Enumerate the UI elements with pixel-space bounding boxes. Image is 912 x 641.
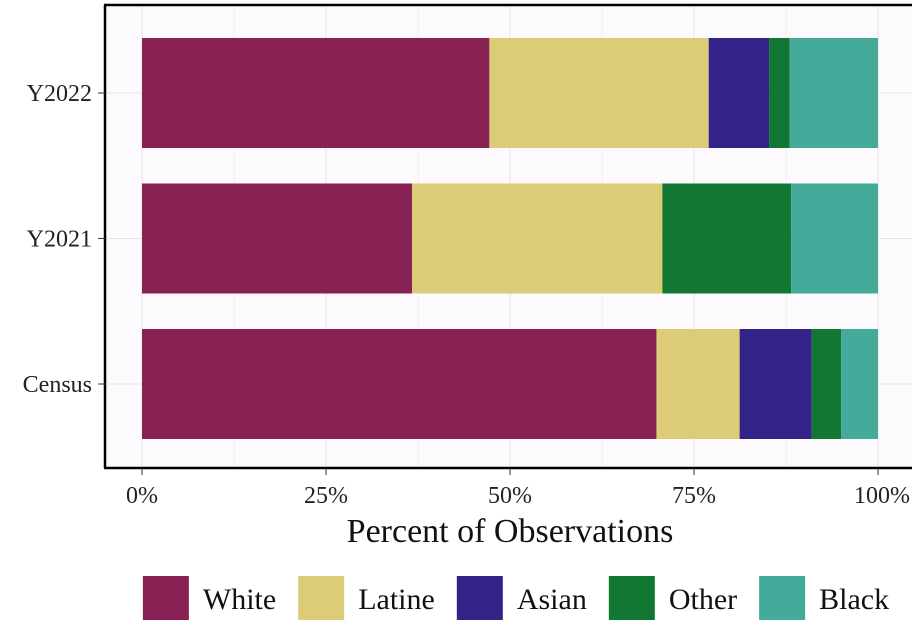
bar-white-y2021	[142, 183, 413, 294]
x-tick-label: 50%	[488, 483, 532, 509]
bar-black-census	[841, 329, 878, 439]
y-tick-labels: Y2022 Y2021 Census	[23, 81, 105, 398]
legend-swatch	[298, 576, 345, 620]
legend-swatch	[759, 576, 806, 620]
bar-latine-y2021	[412, 183, 663, 294]
legend: White Latine Asian Other Black	[142, 576, 889, 620]
x-tick-label: 25%	[304, 483, 348, 509]
x-tick-label: 100%	[854, 483, 910, 509]
legend-swatch	[142, 576, 189, 620]
bar-black-y2022	[789, 38, 878, 148]
bar-black-y2021	[791, 183, 878, 294]
legend-item-other: Other	[608, 576, 737, 620]
bars	[142, 38, 878, 439]
legend-swatch	[608, 576, 655, 620]
bar-latine-y2022	[489, 38, 709, 148]
legend-label: Asian	[517, 583, 587, 616]
y-tick-label: Y2021	[27, 227, 92, 253]
x-tick-labels: 0% 25% 50% 75% 100%	[126, 468, 910, 509]
x-axis-title: Percent of Observations	[347, 513, 674, 550]
legend-label: Black	[819, 583, 889, 616]
bar-asian-y2022	[708, 38, 770, 148]
legend-item-asian: Asian	[456, 576, 587, 620]
bar-other-census	[811, 329, 842, 439]
legend-item-latine: Latine	[298, 576, 435, 620]
bar-white-census	[142, 329, 657, 439]
x-tick-label: 0%	[126, 483, 158, 509]
legend-label: Latine	[358, 583, 435, 616]
legend-item-black: Black	[759, 576, 889, 620]
legend-swatch	[456, 576, 503, 620]
bar-other-y2022	[769, 38, 790, 148]
bar-other-y2021	[662, 183, 792, 294]
legend-label: Other	[669, 583, 737, 616]
legend-item-white: White	[142, 576, 276, 620]
x-tick-label: 75%	[672, 483, 716, 509]
bar-asian-census	[739, 329, 812, 439]
axes	[103, 3, 912, 470]
bar-white-y2022	[142, 38, 490, 148]
y-tick-label: Census	[23, 372, 92, 398]
bar-latine-census	[656, 329, 740, 439]
legend-label: White	[203, 583, 276, 616]
y-tick-label: Y2022	[27, 81, 92, 107]
